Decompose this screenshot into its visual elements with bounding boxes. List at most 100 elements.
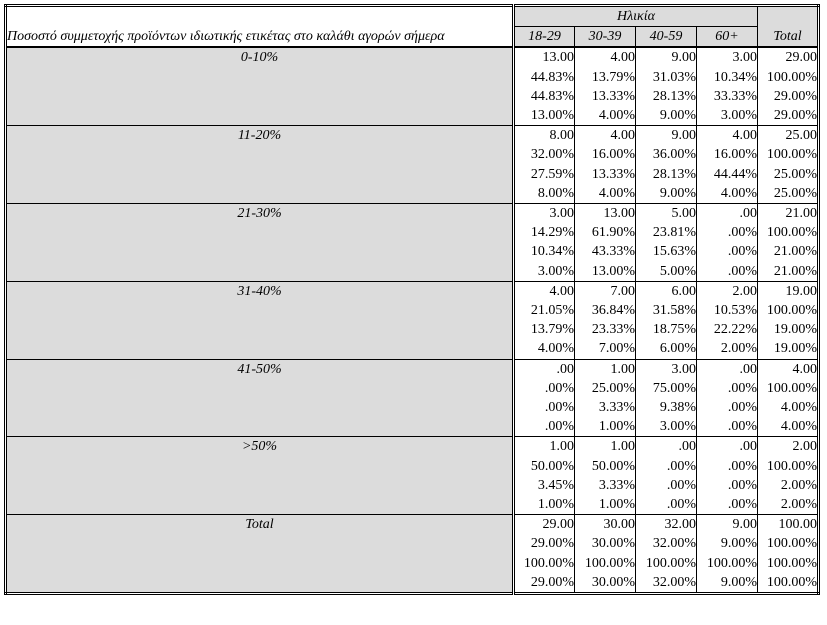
data-cell: .00: [635, 436, 697, 457]
table-row: 3.00% 13.00% 5.00% .00% 21.00%: [6, 261, 819, 282]
data-cell: 32.00: [635, 514, 697, 535]
row-group-label: 0-10%: [5, 46, 515, 127]
data-cell: 75.00%: [635, 378, 697, 399]
table-row: 29.00% 30.00% 32.00% 9.00% 100.00%: [6, 534, 819, 554]
data-cell: .00%: [696, 475, 758, 496]
data-cell: 13.00: [574, 203, 636, 224]
total-cell: 25.00%: [757, 183, 819, 205]
data-cell: 61.90%: [574, 223, 636, 243]
data-cell: 29.00%: [513, 572, 575, 595]
table-row: 0-10% 13.00 4.00 9.00 3.00 29.00: [5, 46, 819, 127]
data-cell: 21.05%: [513, 301, 575, 321]
total-cell: 21.00%: [757, 261, 819, 282]
data-cell: 1.00: [574, 436, 636, 457]
table-row: 4.00% 7.00% 6.00% 2.00% 19.00%: [6, 339, 819, 360]
data-cell: 30.00%: [574, 572, 636, 595]
data-cell: 31.58%: [635, 301, 697, 321]
data-cell: 3.00: [696, 46, 758, 68]
header-row-group: Ποσοστό συμμετοχής προϊόντων ιδιωτικής ε…: [5, 4, 819, 49]
table-row: 44.83% 13.79% 31.03% 10.34% 100.00%: [6, 67, 819, 87]
data-cell: .00%: [635, 456, 697, 476]
data-cell: 13.33%: [574, 164, 636, 184]
total-cell: 100.00: [757, 514, 819, 535]
total-cell: 100.00%: [757, 553, 819, 573]
data-cell: .00%: [635, 495, 697, 516]
data-cell: .00%: [513, 378, 575, 399]
data-cell: 44.83%: [513, 67, 575, 87]
data-cell: 10.34%: [513, 242, 575, 262]
row-group-label: 21-30%: [5, 203, 515, 282]
data-cell: 13.00: [513, 46, 575, 68]
data-cell: .00%: [696, 456, 758, 476]
data-cell: 32.00%: [635, 534, 697, 554]
crosstab-body: 0-10% 13.00 4.00 9.00 3.00 29.00 44.83% 13.79% 3…: [5, 46, 819, 595]
total-cell: 100.00%: [757, 67, 819, 87]
data-cell: .00%: [513, 417, 575, 438]
data-cell: 28.13%: [635, 164, 697, 184]
table-row: 21-30% 3.00 13.00 5.00.00 21.00: [5, 203, 819, 282]
total-cell: 100.00%: [757, 534, 819, 554]
data-cell: .00: [513, 358, 575, 379]
data-cell: 16.00%: [574, 145, 636, 165]
data-cell: 1.00%: [574, 495, 636, 516]
total-column-header: Total: [757, 5, 819, 49]
data-cell: 36.00%: [635, 145, 697, 165]
row-group-label: Total: [5, 514, 515, 595]
data-cell: 31.03%: [635, 67, 697, 87]
data-cell: 100.00%: [696, 553, 758, 573]
data-cell: 9.00%: [635, 183, 697, 205]
data-cell: 4.00: [696, 125, 758, 146]
data-cell: 4.00%: [696, 183, 758, 205]
total-cell: 4.00%: [757, 417, 819, 438]
data-cell: 23.81%: [635, 223, 697, 243]
data-cell: 1.00%: [513, 495, 575, 516]
data-cell: 4.00%: [574, 106, 636, 127]
data-cell: 4.00: [574, 46, 636, 68]
data-cell: 13.79%: [574, 67, 636, 87]
table-row: 3.45% 3.33% .00% .00% 2.00%: [6, 475, 819, 496]
table-row: 100.00% 100.00% 100.00% 100.00% 100.00%: [6, 553, 819, 573]
data-cell: 9.00%: [635, 106, 697, 127]
data-cell: 3.00: [513, 203, 575, 224]
column-header: 30-39: [574, 26, 636, 49]
data-cell: 43.33%: [574, 242, 636, 262]
table-row: Total 29.00 30.00 32.00 9.00 100.00: [5, 514, 819, 595]
table-row: 32.00% 16.00% 36.00% 16.00% 100.00%: [6, 145, 819, 165]
total-cell: 25.00%: [757, 164, 819, 184]
data-cell: .00%: [696, 242, 758, 262]
table-row: .00% 25.00% 75.00% .00% 100.00%: [6, 378, 819, 399]
data-cell: 29.00: [513, 514, 575, 535]
data-cell: 30.00%: [574, 534, 636, 554]
table-row: 10.34% 43.33% 15.63% .00% 21.00%: [6, 242, 819, 262]
total-cell: 25.00: [757, 125, 819, 146]
data-cell: 1.00: [574, 358, 636, 379]
data-cell: 2.00: [696, 280, 758, 302]
data-cell: 100.00%: [635, 553, 697, 573]
data-cell: 6.00%: [635, 339, 697, 360]
data-cell: 33.33%: [696, 86, 758, 107]
row-group-label: 31-40%: [5, 280, 515, 360]
header-row-columns: 18-29 30-39 40-59 60+: [6, 26, 819, 49]
data-cell: 4.00%: [574, 183, 636, 205]
data-cell: 32.00%: [635, 572, 697, 595]
data-cell: 50.00%: [574, 456, 636, 476]
total-cell: 4.00: [757, 358, 819, 379]
data-cell: 3.00%: [696, 106, 758, 127]
data-cell: 7.00%: [574, 339, 636, 360]
table-row: 31-40% 4.00 7.00 6.00 2.00 19.00: [5, 280, 819, 360]
table-row: 41-50% .00 1.00 3.00.00 4.00: [5, 358, 819, 438]
row-group-label: 41-50%: [5, 358, 515, 438]
row-variable-label: Ποσοστό συμμετοχής προϊόντων ιδιωτικής ε…: [5, 5, 515, 49]
data-cell: 30.00: [574, 514, 636, 535]
data-cell: 10.34%: [696, 67, 758, 87]
table-row: 50.00% 50.00% .00% .00% 100.00%: [6, 456, 819, 476]
data-cell: 13.00%: [513, 106, 575, 127]
total-cell: 100.00%: [757, 456, 819, 476]
data-cell: 6.00: [635, 280, 697, 302]
data-cell: 1.00%: [574, 417, 636, 438]
total-cell: 2.00%: [757, 475, 819, 496]
crosstab-container: Ποσοστό συμμετοχής προϊόντων ιδιωτικής ε…: [4, 4, 820, 596]
data-cell: .00%: [696, 261, 758, 282]
data-cell: 18.75%: [635, 320, 697, 340]
total-cell: 29.00%: [757, 86, 819, 107]
